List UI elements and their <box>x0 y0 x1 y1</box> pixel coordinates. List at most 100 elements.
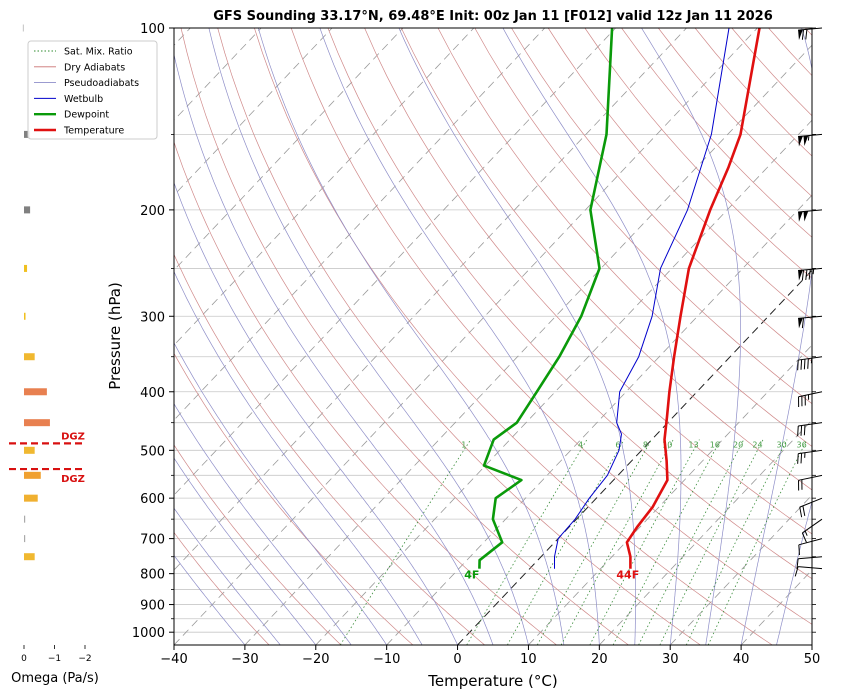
dgz-label: DGZ <box>61 474 85 485</box>
y-tick-label: 100 <box>140 22 165 37</box>
pseudoadiabat-line <box>168 28 493 645</box>
dry-adiabat-line <box>512 28 852 645</box>
wind-barb <box>795 567 822 577</box>
dry-adiabat-line <box>108 28 485 645</box>
y-tick-label: 1000 <box>132 626 165 641</box>
barb-staff <box>799 475 822 480</box>
omega-tick-label: 0 <box>21 654 27 664</box>
x-tick-label: −20 <box>302 652 329 667</box>
mixing-ratio-line <box>340 440 470 645</box>
dry-adiabat-line <box>548 28 852 645</box>
barb-full <box>804 425 805 435</box>
mixing-ratio-line <box>708 440 807 645</box>
omega-bar <box>24 388 47 395</box>
y-tick-label: 300 <box>140 310 165 325</box>
dewpoint-surface-label: 4F <box>464 569 479 582</box>
profile-series <box>479 28 759 569</box>
x-tick-label: −10 <box>373 652 400 667</box>
barb-flag <box>798 212 803 222</box>
wind-barb <box>800 498 822 517</box>
omega-bar <box>24 516 25 523</box>
x-tick-label: 50 <box>804 652 821 667</box>
barb-staff <box>798 450 822 453</box>
chart-title: GFS Sounding 33.17°N, 69.48°E Init: 00z … <box>213 9 773 24</box>
barb-half <box>805 531 807 536</box>
barb-full <box>799 545 800 555</box>
isotherm-line <box>741 28 852 645</box>
isotherm-line <box>387 28 852 645</box>
legend-label: Dry Adiabats <box>64 62 125 73</box>
wind-barbs <box>795 28 822 576</box>
barb-full <box>806 29 807 39</box>
barb-full <box>801 426 802 436</box>
mixing-ratio-label: 16 <box>710 440 720 449</box>
mixing-ratio-label: 24 <box>752 440 762 449</box>
pseudoadiabat-line <box>777 28 852 645</box>
omega-axis-label: Omega (Pa/s) <box>11 671 99 686</box>
mixing-ratio-label: 20 <box>733 440 743 449</box>
omega-tick-label: −2 <box>78 654 91 664</box>
y-tick-label: 200 <box>140 204 165 219</box>
omega-bar <box>24 206 30 213</box>
barb-staff <box>799 392 822 397</box>
dgz-label: DGZ <box>61 431 85 442</box>
isotherm-line <box>812 28 852 645</box>
pseudoadiabat-line <box>320 28 599 645</box>
mixing-ratio-label: 30 <box>777 440 787 449</box>
barb-full <box>802 270 803 280</box>
wetbulb-line <box>555 28 730 569</box>
x-tick-label: 20 <box>591 652 608 667</box>
x-tick-label: 0 <box>453 652 461 667</box>
barb-full <box>801 360 802 370</box>
barb-full <box>801 453 802 463</box>
x-tick-label: −40 <box>160 652 187 667</box>
y-tick-label: 900 <box>140 599 165 614</box>
temperature-surface-label: 44F <box>616 569 639 582</box>
legend-label: Dewpoint <box>64 110 109 121</box>
dry-adiabat-line <box>658 28 852 645</box>
isotherm-line <box>316 28 852 645</box>
y-axis-label: Pressure (hPa) <box>106 282 124 390</box>
legend-label: Wetbulb <box>64 94 103 105</box>
isotherm-line <box>670 28 852 645</box>
isotherm-line <box>174 28 757 645</box>
wind-barb <box>798 134 822 146</box>
pseudoadiabat-line <box>741 28 820 645</box>
dry-adiabat-line <box>842 28 852 645</box>
wind-barb <box>798 210 822 222</box>
omega-bar <box>24 535 25 542</box>
legend-label: Temperature <box>63 126 124 137</box>
omega-bar <box>24 265 27 272</box>
omega-bar <box>24 495 38 502</box>
wind-barb <box>798 423 822 437</box>
mixing-ratio-label: 36 <box>797 440 807 449</box>
mixing-ratio-label: 1 <box>461 440 466 449</box>
wind-barb <box>798 268 822 280</box>
legend-label: Pseudoadiabats <box>64 78 139 89</box>
barb-full <box>803 506 805 516</box>
barb-half <box>808 136 809 141</box>
y-tick-label: 600 <box>140 492 165 507</box>
barb-staff <box>798 423 822 426</box>
barb-full <box>804 359 805 369</box>
mixing-ratio-line <box>686 440 787 645</box>
pseudoadiabat-line <box>209 28 529 645</box>
pseudoadiabat-line <box>134 28 457 645</box>
omega-bar <box>24 447 35 454</box>
mixing-ratio-label: 8 <box>643 440 648 449</box>
omega-tick-label: −1 <box>48 654 61 664</box>
y-tick-label: 400 <box>140 386 165 401</box>
barb-full <box>798 426 799 436</box>
mixing-ratio-label: 4 <box>578 440 583 449</box>
isotherm-line <box>103 28 686 645</box>
x-axis-label: Temperature (°C) <box>427 672 557 690</box>
x-tick-label: −30 <box>231 652 258 667</box>
dry-adiabat-line <box>732 28 852 645</box>
barb-full <box>802 318 803 328</box>
omega-bar <box>24 472 41 479</box>
y-tick-label: 500 <box>140 444 165 459</box>
